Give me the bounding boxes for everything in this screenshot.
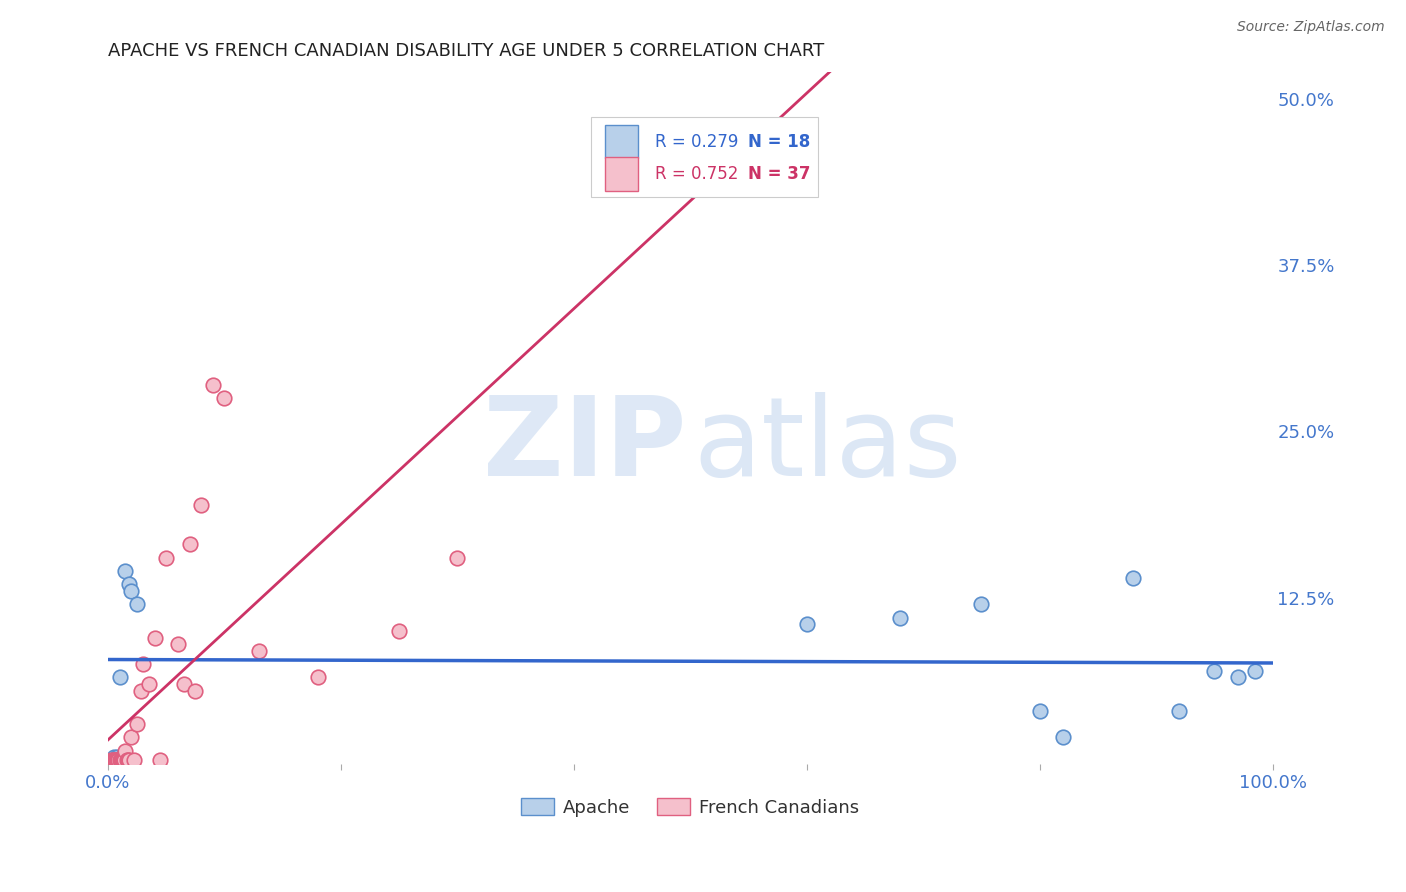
Point (247, 644, 270, 658)
Point (621, 145, 644, 160)
Point (120, 730, 142, 744)
Point (970, 597, 993, 611)
Point (179, 537, 201, 551)
Point (201, 377, 224, 392)
Point (103, 753, 125, 767)
FancyBboxPatch shape (605, 125, 638, 158)
Point (111, 753, 134, 767)
Point (114, 743, 136, 757)
Point (108, 670, 131, 684)
Point (184, 683, 207, 698)
Point (100, 753, 122, 767)
Point (127, 717, 149, 731)
Point (105, 753, 128, 767)
Point (1204, 664, 1226, 678)
Point (110, 753, 132, 767)
Text: R = 0.752: R = 0.752 (655, 165, 738, 183)
Point (149, 753, 172, 767)
Point (214, 391, 236, 405)
Text: R = 0.279: R = 0.279 (655, 133, 738, 151)
Point (1028, 704, 1050, 718)
Point (127, 597, 149, 611)
Point (307, 670, 329, 684)
FancyBboxPatch shape (592, 118, 818, 197)
Point (103, 750, 125, 764)
Point (107, 753, 129, 767)
Point (1052, 730, 1074, 744)
Point (388, 624, 411, 638)
Point (190, 498, 212, 512)
FancyBboxPatch shape (605, 158, 638, 191)
Point (122, 753, 145, 767)
Point (111, 750, 134, 764)
Point (1226, 670, 1249, 684)
Point (1244, 664, 1267, 678)
Text: N = 18: N = 18 (748, 133, 811, 151)
Point (118, 577, 141, 591)
Point (138, 677, 160, 691)
Point (101, 753, 124, 767)
Text: ZIP: ZIP (484, 392, 686, 500)
Point (167, 637, 190, 651)
Point (117, 753, 139, 767)
Point (132, 657, 155, 672)
Point (108, 753, 131, 767)
Text: APACHE VS FRENCH CANADIAN DISABILITY AGE UNDER 5 CORRELATION CHART: APACHE VS FRENCH CANADIAN DISABILITY AGE… (108, 42, 824, 60)
Point (173, 677, 195, 691)
Text: Source: ZipAtlas.com: Source: ZipAtlas.com (1237, 20, 1385, 34)
Legend: Apache, French Canadians: Apache, French Canadians (515, 791, 866, 824)
Point (118, 753, 141, 767)
Point (796, 617, 818, 632)
Point (115, 753, 138, 767)
Point (105, 753, 128, 767)
Point (889, 610, 911, 624)
Point (120, 584, 142, 599)
Point (112, 753, 135, 767)
Point (129, 683, 152, 698)
Point (1122, 571, 1144, 585)
Point (114, 564, 136, 578)
Point (143, 631, 166, 645)
Point (104, 753, 127, 767)
Point (1168, 704, 1191, 718)
Point (105, 750, 128, 764)
Point (155, 550, 177, 565)
Text: N = 37: N = 37 (748, 165, 811, 183)
Point (112, 753, 135, 767)
Point (446, 550, 468, 565)
Text: atlas: atlas (693, 392, 962, 500)
